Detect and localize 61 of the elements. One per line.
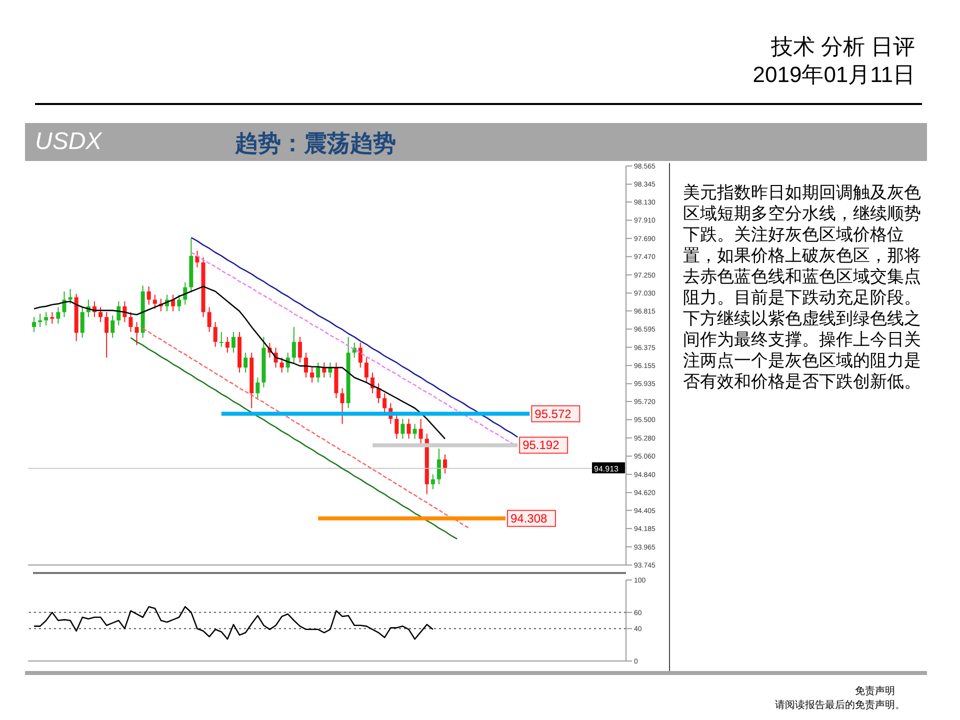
candlestick	[152, 294, 157, 310]
candlestick	[304, 352, 308, 378]
line-series	[130, 337, 458, 540]
candlestick	[382, 392, 387, 414]
candlestick	[358, 342, 362, 368]
candlestick	[231, 331, 236, 354]
candlestick	[328, 362, 332, 378]
candlestick	[436, 448, 441, 485]
candlestick	[292, 326, 296, 364]
candlestick	[44, 312, 48, 326]
candlestick	[322, 362, 326, 378]
candlestick	[310, 367, 314, 383]
candlestick	[412, 423, 417, 440]
candlestick	[376, 382, 381, 404]
candlestick	[256, 377, 260, 399]
text: 美元指数昨日如期回调触及灰色区域短期多空分水线，继续顺势下跌。关注好灰色区域价格位置，如果价格上破灰色区，那将去赤色蓝色线和蓝色区域交集点阻力。目前是下跌动充足阶段。下方继续以紫色虚线到绿色线之间作为最终支撑。操作上今日关注两点一个是灰色区域的阻力是否有效和价格是否下跌创新低。	[683, 183, 921, 391]
line-series	[33, 606, 434, 640]
series-label: 95.572	[534, 406, 572, 421]
candlestick	[116, 300, 121, 326]
candlestick	[213, 322, 218, 348]
candlestick	[244, 352, 248, 374]
candlestick	[56, 306, 60, 324]
ref-line-label: 94.913	[594, 464, 620, 474]
candlestick	[104, 312, 109, 358]
candlestick	[340, 388, 344, 424]
text: 2019年01月11日	[752, 61, 915, 89]
candlestick	[171, 294, 176, 312]
text: 技术 分析 日评	[770, 33, 915, 61]
candlestick	[280, 357, 284, 374]
candlestick	[128, 312, 133, 332]
candlestick	[146, 286, 151, 306]
candlestick	[68, 288, 72, 304]
candlestick	[298, 336, 302, 364]
candlestick	[32, 316, 36, 332]
candlestick	[134, 322, 139, 346]
text: 请阅读报告最后的免责声明。	[775, 698, 905, 712]
chart-subtitle: 趋势：震荡趋势	[235, 129, 396, 158]
candlestick	[38, 313, 42, 328]
candlestick	[62, 290, 66, 318]
candlestick	[394, 413, 399, 440]
text: 免责声明	[855, 684, 895, 698]
candlestick	[219, 331, 224, 348]
candlestick	[98, 306, 103, 323]
candlestick	[80, 306, 84, 338]
line-series	[33, 286, 446, 440]
candlestick	[406, 418, 411, 440]
candlestick	[207, 306, 212, 332]
series-label: 95.192	[522, 438, 560, 452]
candlestick	[177, 294, 182, 312]
candlestick	[225, 336, 230, 354]
candlestick	[364, 357, 368, 383]
candlestick	[430, 474, 435, 490]
candlestick	[50, 312, 54, 324]
candlestick	[110, 314, 115, 338]
candlestick	[443, 454, 448, 474]
candlestick	[418, 418, 423, 444]
candlestick	[400, 418, 405, 440]
candlestick	[316, 362, 320, 383]
line-series	[142, 328, 470, 529]
chart-title: USDX	[35, 128, 102, 156]
series-label: 94.308	[510, 511, 548, 526]
